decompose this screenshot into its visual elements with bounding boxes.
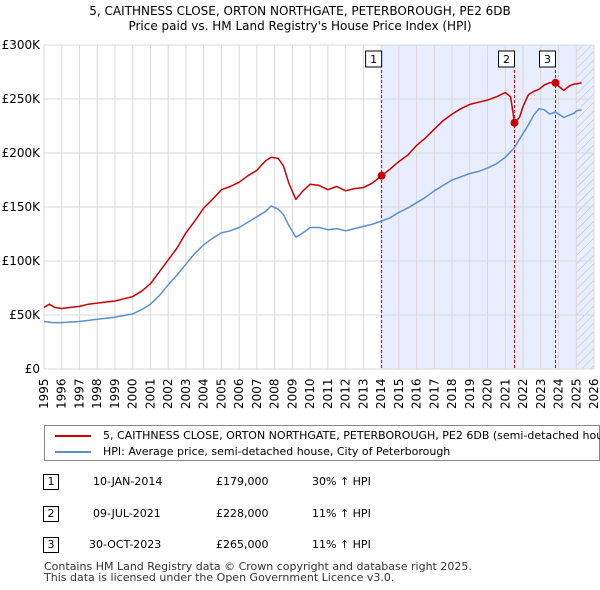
y-tick-label: £250K	[2, 92, 42, 106]
x-tick-label: 2010	[303, 378, 317, 409]
x-tick-label: 2008	[268, 378, 282, 409]
transaction-price: £179,000	[216, 475, 269, 488]
x-tick-label: 2022	[516, 378, 530, 409]
legend-item-property: 5, CAITHNESS CLOSE, ORTON NORTHGATE, PET…	[55, 429, 600, 443]
sale-marker-label: 2	[503, 53, 510, 66]
sale-point	[510, 118, 519, 127]
x-tick-label: 2025	[569, 378, 583, 409]
sale-marker-label: 3	[544, 53, 551, 66]
legend-swatch-blue	[55, 451, 91, 453]
sale-marker-box	[539, 50, 556, 68]
legend-label-hpi: HPI: Average price, semi-detached house,…	[103, 445, 451, 458]
x-tick-label: 2016	[410, 378, 424, 409]
chart-subtitle: Price paid vs. HM Land Registry's House …	[128, 19, 472, 33]
chart-legend: 5, CAITHNESS CLOSE, ORTON NORTHGATE, PET…	[44, 425, 600, 461]
footer-copyright: Contains HM Land Registry data © Crown c…	[44, 560, 472, 573]
legend-label-property: 5, CAITHNESS CLOSE, ORTON NORTHGATE, PET…	[103, 429, 600, 442]
y-tick-label: £200K	[2, 146, 42, 160]
x-tick-label: 2006	[232, 378, 246, 409]
transaction-hpi: 11% ↑ HPI	[312, 507, 371, 520]
x-tick-label: 2012	[339, 378, 353, 409]
x-tick-label: 2007	[250, 378, 264, 409]
x-tick-label: 2005	[214, 378, 228, 409]
transaction-date: 09-JUL-2021	[93, 507, 161, 520]
transaction-price: £265,000	[216, 538, 269, 551]
transaction-price: £228,000	[216, 507, 269, 520]
footer-licence: This data is licensed under the Open Gov…	[44, 571, 395, 584]
y-tick-label: £0	[25, 362, 40, 376]
legend-item-hpi: HPI: Average price, semi-detached house,…	[55, 445, 450, 459]
x-tick-label: 1996	[55, 378, 69, 409]
legend-swatch-red	[55, 435, 91, 437]
chart-title: 5, CAITHNESS CLOSE, ORTON NORTHGATE, PET…	[89, 4, 511, 18]
x-tick-label: 2021	[498, 378, 512, 409]
y-tick-label: £300K	[2, 38, 42, 52]
x-tick-label: 2013	[356, 378, 370, 409]
x-tick-label: 2014	[374, 378, 388, 409]
sale-point	[377, 171, 386, 180]
transaction-hpi: 11% ↑ HPI	[312, 538, 371, 551]
x-tick-label: 2017	[427, 378, 441, 409]
x-tick-label: 2001	[143, 378, 157, 409]
x-tick-label: 2000	[126, 378, 140, 409]
x-tick-label: 2024	[552, 378, 566, 409]
x-tick-label: 2020	[481, 378, 495, 409]
sale-marker-label: 1	[370, 53, 377, 66]
x-tick-label: 2009	[285, 378, 299, 409]
property-series-line	[43, 82, 582, 310]
transaction-date: 30-OCT-2023	[89, 538, 162, 551]
x-tick-label: 1999	[108, 378, 122, 409]
x-tick-label: 2004	[197, 378, 211, 409]
y-tick-label: £50K	[9, 308, 41, 322]
hpi-series-line	[43, 107, 582, 324]
x-tick-label: 1998	[90, 378, 104, 409]
x-tick-label: 2018	[445, 378, 459, 409]
transaction-date: 10-JAN-2014	[93, 475, 163, 488]
transaction-hpi: 30% ↑ HPI	[312, 475, 371, 488]
x-tick-label: 1995	[37, 378, 51, 409]
y-tick-label: £150K	[2, 200, 42, 214]
sale-marker-box	[498, 50, 516, 68]
sale-point	[551, 78, 560, 87]
transaction-number: 2	[43, 506, 59, 522]
x-tick-label: 2019	[463, 378, 477, 409]
x-tick-label: 2003	[179, 378, 193, 409]
transaction-number: 1	[43, 474, 59, 490]
x-tick-label: 2023	[534, 378, 548, 409]
sale-marker-box	[365, 50, 383, 68]
x-tick-label: 1997	[72, 378, 86, 409]
x-tick-label: 2011	[321, 378, 335, 409]
y-tick-label: £100K	[2, 254, 42, 268]
x-tick-label: 2002	[161, 378, 175, 409]
x-tick-label: 2026	[587, 378, 600, 409]
x-tick-label: 2015	[392, 378, 406, 409]
transaction-number: 3	[43, 537, 59, 553]
